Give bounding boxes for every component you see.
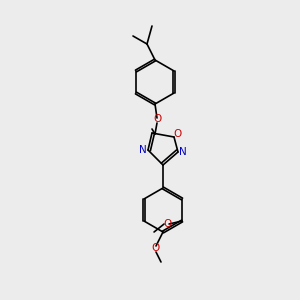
Text: N: N [179, 147, 187, 157]
Text: O: O [154, 114, 162, 124]
Text: N: N [139, 145, 147, 155]
Text: O: O [163, 219, 171, 229]
Text: O: O [173, 129, 181, 139]
Text: O: O [152, 243, 160, 253]
